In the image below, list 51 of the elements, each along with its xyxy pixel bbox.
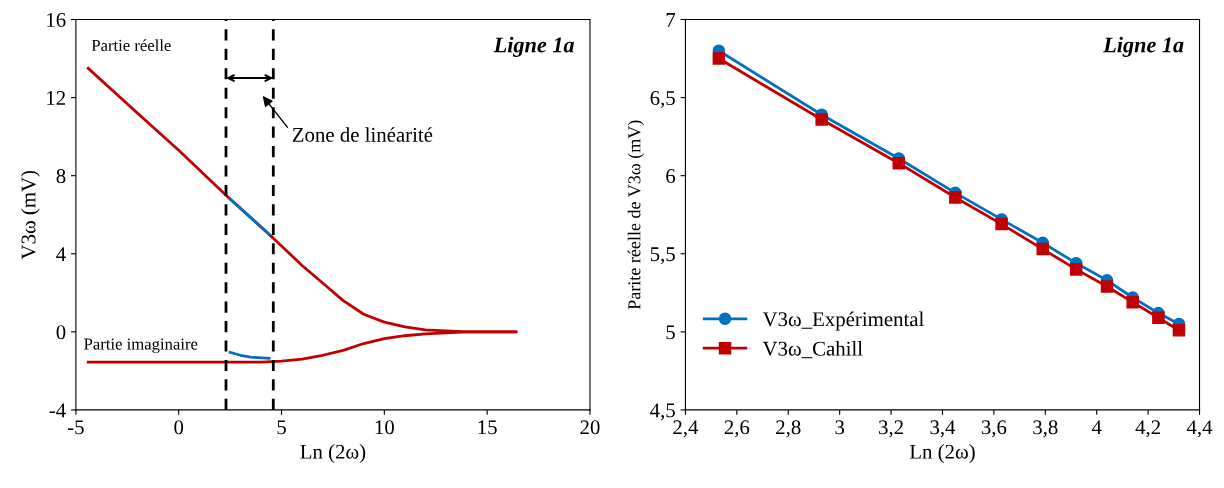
point xyxy=(949,191,962,204)
point xyxy=(1126,295,1139,309)
x-tick-label: 4,2 xyxy=(1135,420,1160,438)
y-tick-label: 4,5 xyxy=(650,403,675,421)
y-axis-title: V3ω (mV) xyxy=(20,170,40,260)
y-tick-label: -4 xyxy=(49,403,66,418)
x-tick-label: 10 xyxy=(375,420,394,435)
point xyxy=(1036,242,1049,256)
x-tick-label: 3,4 xyxy=(930,420,956,438)
x-tick-label: 2,4 xyxy=(673,420,699,438)
y-tick-label: 12 xyxy=(47,91,66,105)
x-tick-label: 2,6 xyxy=(724,420,750,438)
y-tick-label: 8 xyxy=(56,169,66,184)
x-tick-label: 2,8 xyxy=(776,420,801,438)
x-tick-label: 15 xyxy=(478,420,497,435)
legend-label: V3ω_Cahill xyxy=(762,341,863,359)
annotation: Partie imaginaire xyxy=(84,338,198,354)
y-tick-label: 5,5 xyxy=(650,247,675,265)
y-tick-label: 0 xyxy=(56,325,66,340)
x-tick-label: 3,6 xyxy=(981,420,1007,438)
x-tick-label: -5 xyxy=(67,420,84,435)
x-tick-label: 4 xyxy=(1091,420,1102,435)
y-tick-label: 16 xyxy=(47,12,66,27)
x-axis-title: Ln (2ω) xyxy=(300,444,366,463)
legend-label: V3ω_Expérimental xyxy=(762,311,924,331)
point xyxy=(712,52,726,65)
x-tick-label: 4,4 xyxy=(1186,420,1213,438)
point xyxy=(1069,263,1083,276)
annotation: Partie réelle xyxy=(91,39,171,52)
annotation: Zone de linéarité xyxy=(292,127,433,142)
y-tick-label: 7 xyxy=(666,13,676,27)
y-tick-label: 6,5 xyxy=(650,91,675,109)
x-tick-label: 3,2 xyxy=(879,420,903,438)
x-tick-label: 0 xyxy=(174,420,184,435)
point xyxy=(815,113,828,126)
x-axis-title: Ln (2ω) xyxy=(909,444,975,463)
point xyxy=(1100,280,1114,293)
point xyxy=(892,156,906,170)
point xyxy=(995,217,1008,231)
annotation: Ligne 1a xyxy=(493,36,575,57)
y-axis-title: Parite réelle de V3ω (mV) xyxy=(627,120,645,310)
x-tick-label: 20 xyxy=(580,420,600,435)
x-tick-label: 3 xyxy=(835,420,845,435)
y-tick-label: 6 xyxy=(666,169,676,184)
y-tick-label: 5 xyxy=(666,325,675,340)
y-tick-label: 4 xyxy=(56,247,66,261)
x-tick-label: 3,8 xyxy=(1033,420,1058,438)
annotation: Ligne 1a xyxy=(1103,36,1184,57)
point xyxy=(1172,324,1186,337)
point xyxy=(1152,311,1165,325)
x-tick-label: 5 xyxy=(277,420,286,435)
